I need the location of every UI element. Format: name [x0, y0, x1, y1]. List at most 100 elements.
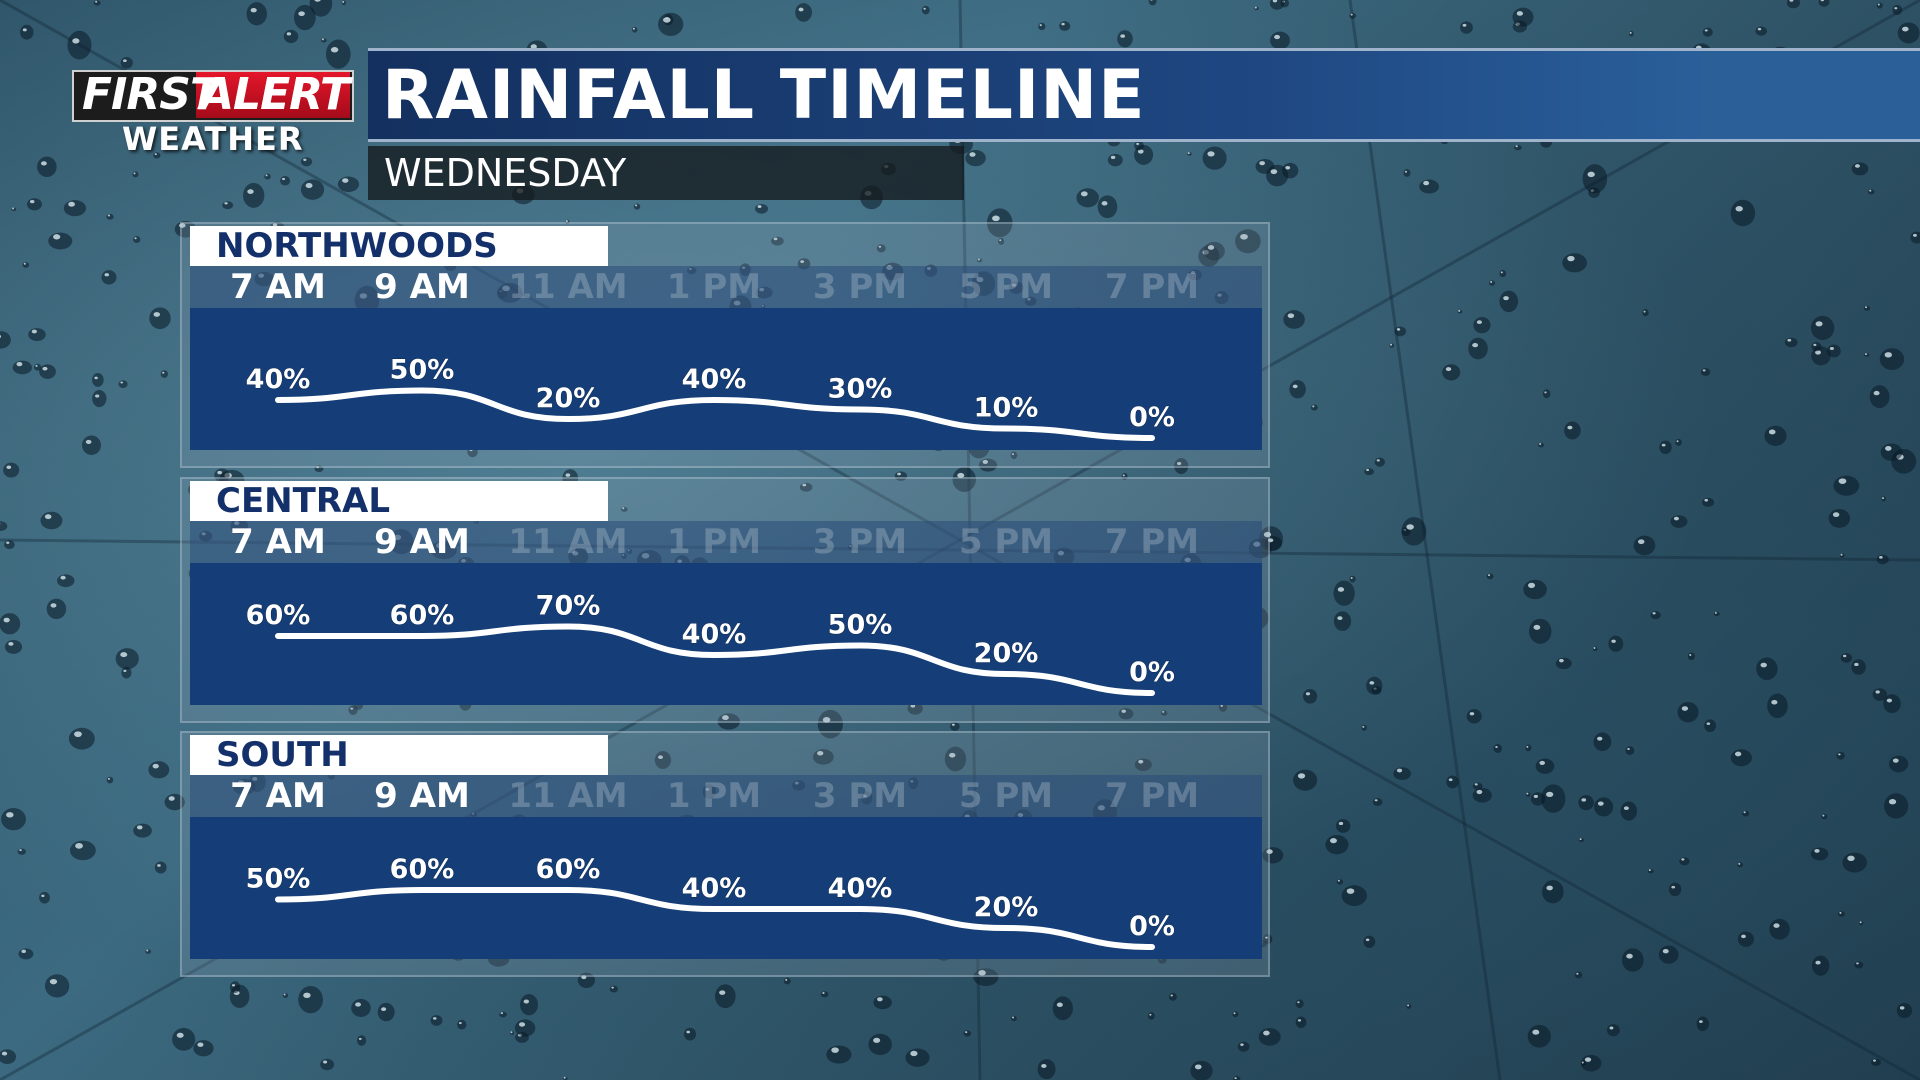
raindrop-highlight	[286, 32, 292, 36]
raindrop	[1668, 882, 1682, 897]
raindrop	[1, 808, 26, 831]
raindrop-highlight	[1445, 367, 1452, 372]
raindrop	[46, 598, 67, 620]
day-subtitle: WEDNESDAY	[384, 151, 627, 195]
time-label: 1 PM	[666, 776, 762, 816]
raindrop	[0, 1049, 17, 1064]
raindrop	[1460, 21, 1473, 34]
first-alert-weather-logo: FIRST ALERT WEATHER	[72, 68, 358, 158]
logo-alert-text: ALERT	[200, 69, 350, 120]
raindrop-highlight	[1913, 233, 1917, 237]
raindrop	[1341, 885, 1367, 907]
raindrop	[1687, 652, 1695, 661]
raindrop	[120, 56, 133, 69]
raindrop-highlight	[23, 262, 26, 265]
raindrop-highlight	[1842, 654, 1847, 658]
raindrop	[944, 746, 967, 772]
raindrop	[1117, 30, 1133, 48]
time-strip-central	[190, 521, 1262, 563]
raindrop	[1677, 701, 1699, 723]
rain-chance-label: 10%	[974, 393, 1039, 424]
raindrop-highlight	[432, 1017, 437, 1020]
raindrop	[1594, 797, 1614, 817]
raindrop	[1620, 801, 1638, 821]
raindrop	[351, 998, 371, 1017]
raindrop-highlight	[217, 470, 222, 475]
plot-area-south: 50% 60% 60% 40% 40% 20% 0%	[190, 817, 1262, 959]
rain-chance-label: 40%	[682, 619, 747, 650]
raindrop	[229, 981, 241, 993]
raindrop-highlight	[1487, 574, 1491, 577]
raindrop	[1679, 857, 1690, 866]
raindrop-highlight	[719, 990, 726, 995]
raindrop-highlight	[1768, 429, 1776, 435]
rain-chance-label: 50%	[828, 610, 893, 641]
raindrop	[1755, 26, 1767, 36]
raindrop-highlight	[316, 466, 319, 469]
raindrop	[1863, 305, 1871, 311]
raindrop-highlight	[1254, 6, 1257, 9]
raindrop-highlight	[1894, 7, 1898, 10]
raindrop	[1289, 380, 1306, 399]
raindrop-highlight	[1714, 611, 1717, 614]
raindrop-highlight	[822, 717, 831, 723]
raindrop-highlight	[179, 223, 186, 228]
raindrop-highlight	[1886, 698, 1893, 703]
raindrop-highlight	[1681, 706, 1689, 711]
raindrop-highlight	[1888, 799, 1897, 805]
raindrop	[905, 1048, 930, 1067]
raindrop	[1486, 573, 1494, 580]
raindrop-highlight	[1240, 1043, 1244, 1046]
raindrop	[1303, 688, 1318, 704]
raindrop-highlight	[1814, 848, 1820, 853]
rain-chance-label: 40%	[682, 364, 747, 395]
raindrop	[93, 0, 101, 6]
raindrop	[1499, 290, 1519, 313]
raindrop	[1258, 1028, 1281, 1046]
raindrop-highlight	[1884, 352, 1892, 358]
raindrop	[921, 5, 930, 15]
raindrop-highlight	[1137, 149, 1144, 154]
raindrop	[246, 2, 267, 26]
raindrop	[26, 198, 42, 211]
raindrop-highlight	[1056, 1002, 1063, 1007]
raindrop	[1869, 385, 1890, 409]
raindrop	[20, 24, 34, 40]
raindrop-highlight	[1170, 994, 1173, 997]
raindrop	[1702, 497, 1715, 507]
raindrop-highlight	[1149, 1013, 1152, 1016]
raindrop-highlight	[565, 220, 568, 223]
raindrop-highlight	[1448, 778, 1453, 782]
raindrop	[1769, 918, 1790, 940]
raindrop-highlight	[1194, 1064, 1202, 1070]
raindrop-highlight	[247, 189, 254, 194]
raindrop-highlight	[157, 864, 161, 867]
raindrop-highlight	[1581, 798, 1587, 802]
raindrop	[1361, 724, 1367, 731]
raindrop	[1530, 792, 1546, 806]
raindrop-highlight	[1297, 1019, 1302, 1022]
rain-chance-label: 60%	[390, 854, 455, 885]
raindrop	[1076, 188, 1099, 208]
raindrop-highlight	[6, 465, 12, 470]
raindrop-highlight	[969, 152, 976, 157]
raindrop	[1493, 744, 1502, 753]
raindrop	[28, 328, 46, 341]
raindrop-highlight	[1516, 11, 1523, 16]
raindrop	[1786, 0, 1801, 9]
raindrop-highlight	[152, 763, 159, 769]
raindrop	[514, 1019, 536, 1037]
raindrop-highlight	[303, 158, 307, 162]
raindrop-highlight	[265, 174, 268, 177]
raindrop-highlight	[1760, 662, 1767, 668]
raindrop	[132, 236, 141, 244]
time-label: 3 PM	[812, 267, 908, 307]
raindrop-highlight	[1661, 443, 1666, 447]
raindrop-highlight	[1859, 921, 1862, 924]
raindrop	[1310, 404, 1318, 411]
raindrop	[4, 639, 23, 654]
raindrop	[1472, 787, 1492, 803]
raindrop-highlight	[1136, 142, 1140, 145]
raindrop	[1582, 164, 1608, 194]
raindrop-highlight	[565, 473, 571, 477]
